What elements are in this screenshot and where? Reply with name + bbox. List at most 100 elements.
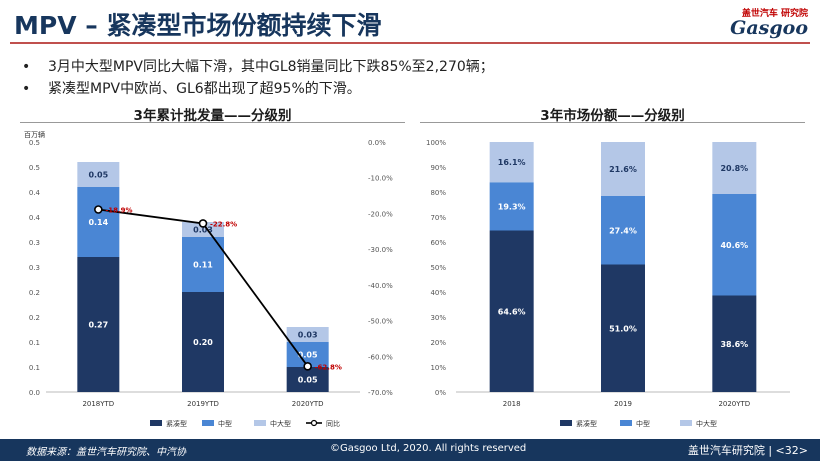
legend-swatch: [680, 420, 692, 426]
y-tick-label: 0%: [435, 389, 446, 397]
y-tick-label: 60%: [430, 239, 446, 247]
y-tick-label: 0.2: [29, 314, 40, 322]
bar-value-label: 20.8%: [720, 164, 748, 173]
bar-value-label: 16.1%: [498, 158, 526, 167]
y-tick-label: 50%: [430, 264, 446, 272]
left-chart-rule: [20, 122, 405, 123]
yoy-label: -18.9%: [105, 207, 132, 215]
x-tick-label: 2018: [503, 400, 521, 408]
footer-brand: 盖世汽车研究院 | <32>: [687, 444, 808, 457]
bar-紧凑型: [712, 295, 757, 392]
legend-label: 中大型: [270, 419, 291, 428]
bar-中大型: [712, 142, 757, 194]
x-tick-label: 2020YTD: [718, 400, 750, 408]
y-tick-label: 10%: [430, 364, 446, 372]
legend-label: 中大型: [696, 419, 717, 428]
bar-中大型: [601, 142, 645, 196]
bar-value-label: 51.0%: [609, 324, 637, 333]
bar-紧凑型: [182, 292, 224, 392]
y-tick-label: 100%: [426, 139, 446, 147]
footer-source: 数据来源：盖世汽车研究院、中汽协: [26, 447, 186, 458]
legend-swatch: [620, 420, 632, 426]
x-tick-label: 2019YTD: [187, 400, 219, 408]
legend-label: 中型: [218, 419, 232, 428]
bar-value-label: 0.27: [88, 321, 108, 330]
y-tick-label: 40%: [430, 289, 446, 297]
yoy-label: -62.8%: [315, 363, 342, 371]
y-tick-label: 80%: [430, 189, 446, 197]
bar-中型: [182, 237, 224, 292]
bar-中型: [77, 187, 120, 257]
y-tick-label: 0.4: [29, 189, 41, 197]
legend-label: 中型: [636, 419, 650, 428]
bar-value-label: 0.14: [88, 218, 108, 227]
y-tick-label: 30%: [430, 314, 446, 322]
y-tick-label: 90%: [430, 164, 446, 172]
x-tick-label: 2019: [614, 400, 632, 408]
y2-tick-label: -40.0%: [368, 282, 393, 290]
legend-label: 同比: [326, 419, 340, 428]
bar-中大型: [286, 327, 329, 342]
x-tick-label: 2018YTD: [82, 400, 114, 408]
y-axis-label: 百万辆: [24, 130, 45, 139]
legend-swatch: [254, 420, 266, 426]
bar-中大型: [182, 222, 224, 237]
bar-value-label: 0.05: [298, 376, 318, 385]
y-tick-label: 20%: [430, 339, 446, 347]
y2-tick-label: -20.0%: [368, 210, 393, 218]
bar-中大型: [489, 142, 534, 183]
bar-value-label: 0.05: [298, 351, 318, 360]
bar-中型: [712, 194, 757, 296]
footer-bar: 数据来源：盖世汽车研究院、中汽协 ©Gasgoo Ltd, 2020. All …: [0, 439, 820, 461]
logo-chinese-text: 盖世汽车 研究院: [741, 9, 808, 19]
bar-value-label: 64.6%: [498, 307, 526, 316]
yoy-point: [198, 219, 208, 228]
bar-value-label: 19.3%: [498, 202, 526, 211]
y2-tick-label: -30.0%: [368, 246, 393, 254]
bullet-item: • 紧凑型MPV中欧尚、GL6都出现了超95%的下滑。: [22, 78, 361, 98]
gasgoo-logo: 盖世汽车 研究院 Gasgoo: [712, 6, 812, 40]
y-tick-label: 0.3: [29, 239, 40, 247]
y-tick-label: 0.5: [29, 139, 40, 147]
bullet-text: 紧凑型MPV中欧尚、GL6都出现了超95%的下滑。: [48, 81, 361, 97]
bar-中大型: [77, 162, 120, 187]
legend-swatch: [202, 420, 214, 426]
bar-中型: [489, 182, 534, 231]
y-tick-label: 0.0: [29, 389, 40, 397]
bar-紧凑型: [77, 257, 120, 392]
bullet-item: • 3月中大型MPV同比大幅下滑，其中GL8销量同比下跌85%至2,270辆；: [22, 56, 494, 76]
y-tick-label: 0.1: [29, 364, 40, 372]
y-tick-label: 0.1: [29, 339, 40, 347]
y2-tick-label: -10.0%: [368, 175, 393, 183]
legend-label: 紧凑型: [576, 419, 597, 428]
y2-tick-label: -50.0%: [368, 318, 393, 326]
x-tick-label: 2020YTD: [292, 400, 324, 408]
left-chart-title: 3年累计批发量——分级别: [133, 108, 292, 124]
right-chart-title: 3年市场份额——分级别: [540, 108, 685, 124]
y-tick-label: 0.4: [29, 214, 41, 222]
bar-value-label: 0.20: [193, 338, 213, 347]
yoy-point: [303, 361, 312, 371]
y2-tick-label: 0.0%: [368, 139, 386, 147]
bar-value-label: 38.6%: [720, 340, 748, 349]
bar-value-label: 0.03: [193, 226, 213, 235]
footer-copyright: ©Gasgoo Ltd, 2020. All rights reserved: [330, 443, 527, 454]
legend-line-marker: [310, 419, 318, 427]
right-chart-rule: [420, 122, 805, 123]
yoy-point: [94, 205, 103, 214]
y-tick-label: 0.5: [29, 164, 40, 172]
y2-tick-label: -60.0%: [368, 353, 393, 361]
y-tick-label: 0.3: [29, 264, 40, 272]
bar-value-label: 27.4%: [609, 226, 637, 235]
bar-紧凑型: [286, 367, 329, 392]
bullet-dot-icon: •: [22, 59, 31, 75]
bar-紧凑型: [601, 264, 645, 392]
bar-value-label: 40.6%: [720, 241, 748, 250]
y-tick-label: 0.2: [29, 289, 40, 297]
title-divider: [10, 42, 810, 44]
y-tick-label: 70%: [430, 214, 446, 222]
bar-value-label: 0.11: [193, 261, 213, 270]
yoy-label: -22.8%: [210, 220, 237, 228]
legend-swatch: [150, 420, 162, 426]
